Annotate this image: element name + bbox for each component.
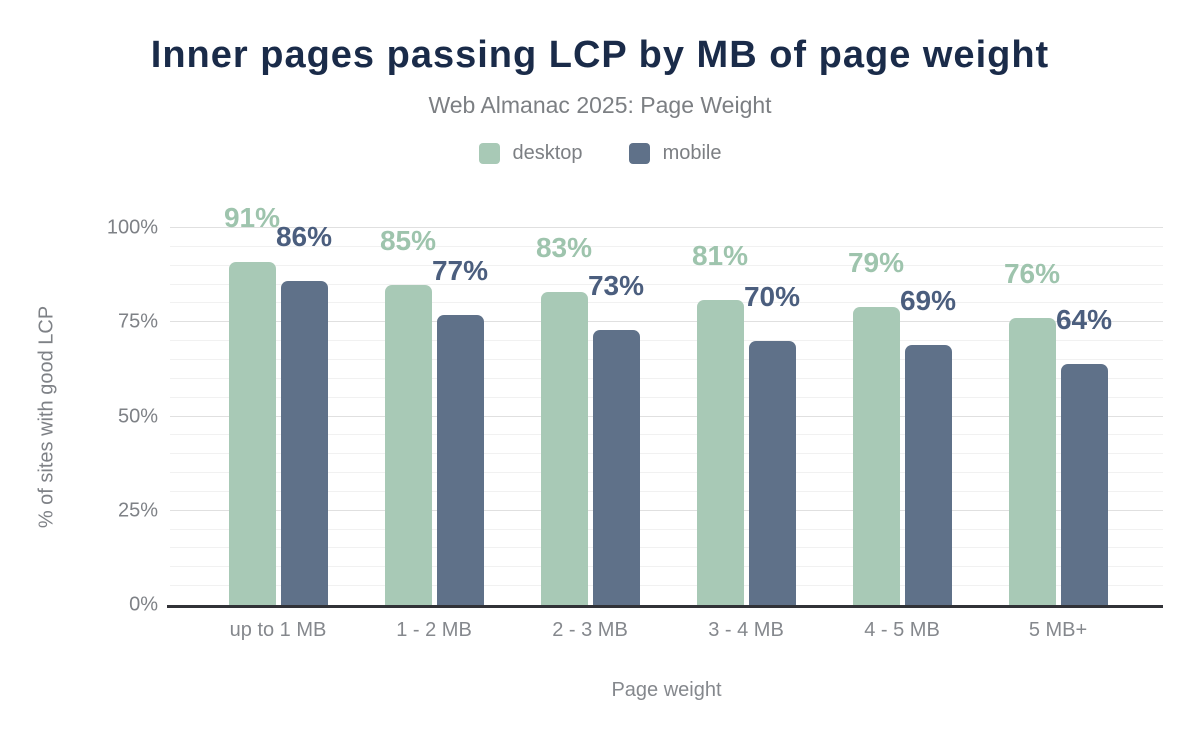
bar-group: 85% 77% bbox=[356, 226, 512, 605]
bar-group: 83% 73% bbox=[512, 228, 668, 605]
x-tick-label: 1 - 2 MB bbox=[396, 619, 472, 641]
gridline bbox=[170, 283, 1163, 285]
chart-subtitle: Web Almanac 2025: Page Weight bbox=[428, 92, 772, 118]
gridline bbox=[170, 547, 1163, 549]
x-tick-label: 3 - 4 MB bbox=[708, 619, 784, 641]
bar-desktop[interactable]: 83% bbox=[536, 234, 592, 605]
x-axis-line bbox=[167, 605, 1163, 608]
gridline bbox=[170, 227, 1163, 228]
bar-group: 79% 69% bbox=[824, 228, 980, 605]
y-tick-label: 75% bbox=[117, 310, 158, 333]
x-tick-labels: up to 1 MB 1 - 2 MB 2 - 3 MB 3 - 4 MB 4 - 5 … bbox=[200, 619, 1136, 642]
bar-desktop[interactable]: 76% bbox=[1004, 260, 1060, 605]
bar-desktop[interactable]: 85% bbox=[380, 226, 436, 605]
x-axis-title: Page weight bbox=[611, 679, 722, 701]
bar-value-label-desktop: 79% bbox=[847, 247, 905, 279]
bar-value-label-desktop: 76% bbox=[1003, 258, 1061, 290]
y-tick-label: 50% bbox=[117, 405, 158, 427]
gridline bbox=[170, 528, 1163, 530]
chart-title: Inner pages passing LCP by MB of page we… bbox=[150, 34, 1050, 76]
legend-label: desktop bbox=[512, 142, 583, 164]
bar-desktop[interactable]: 81% bbox=[692, 241, 748, 605]
x-tick-label: 5 MB+ bbox=[1028, 619, 1088, 641]
bar-value-label-desktop: 85% bbox=[379, 224, 437, 256]
gridline bbox=[170, 245, 1163, 247]
gridline bbox=[170, 340, 1163, 342]
gridline bbox=[170, 396, 1163, 398]
gridline bbox=[170, 302, 1163, 304]
bar-mobile[interactable]: 69% bbox=[900, 286, 956, 605]
gridline bbox=[170, 415, 1163, 417]
bar-value-label-mobile: 73% bbox=[587, 269, 645, 301]
bar-value-label-mobile: 70% bbox=[743, 281, 801, 313]
bar-desktop[interactable]: 79% bbox=[848, 249, 904, 605]
bar-mobile[interactable]: 86% bbox=[276, 222, 332, 605]
y-tick-label: 0% bbox=[129, 593, 158, 616]
bar-group: 81% 70% bbox=[668, 228, 824, 605]
legend-item-desktop[interactable]: desktop bbox=[478, 142, 583, 165]
x-tick-label: 2 - 3 MB bbox=[552, 619, 628, 641]
gridline bbox=[170, 453, 1163, 455]
x-tick-label: up to 1 MB bbox=[229, 619, 327, 641]
gridline bbox=[170, 509, 1163, 511]
bar-mobile[interactable]: 70% bbox=[744, 283, 800, 605]
bar-mobile[interactable]: 73% bbox=[588, 271, 644, 605]
bars-row: 91% 86% 85% 77% 83% 73% 81% 70% 79% 69% 76% 64% bbox=[200, 203, 1136, 605]
bar-value-label-desktop: 81% bbox=[691, 239, 749, 271]
bar-mobile[interactable]: 77% bbox=[432, 256, 488, 605]
bar-desktop[interactable]: 91% bbox=[224, 203, 280, 605]
bar-value-label-mobile: 86% bbox=[275, 220, 333, 252]
y-tick-label: 100% bbox=[106, 216, 158, 239]
bar-value-label-mobile: 69% bbox=[899, 284, 957, 316]
legend-label: mobile bbox=[662, 142, 722, 164]
gridline bbox=[170, 566, 1163, 568]
gridline bbox=[170, 472, 1163, 474]
y-tick-label: 25% bbox=[117, 499, 158, 522]
gridline bbox=[170, 264, 1163, 266]
x-tick-label: 4 - 5 MB bbox=[864, 619, 940, 641]
gridline bbox=[170, 434, 1163, 436]
gridline bbox=[170, 377, 1163, 379]
bar-value-label-mobile: 77% bbox=[431, 254, 489, 286]
gridline bbox=[170, 490, 1163, 492]
plot-area: 91% 86% 85% 77% 83% 73% 81% 70% 79% 69% 76% 64% 0% 2… bbox=[107, 203, 1163, 641]
gridline bbox=[170, 358, 1163, 360]
bar-value-label-desktop: 83% bbox=[535, 232, 593, 264]
bar-group: 76% 64% bbox=[980, 228, 1136, 605]
mobile-legend-swatch bbox=[628, 143, 650, 164]
legend: desktop mobile bbox=[0, 142, 1200, 165]
bar-value-label-desktop: 91% bbox=[223, 201, 281, 233]
gridline bbox=[170, 585, 1163, 587]
bar-value-label-mobile: 64% bbox=[1055, 303, 1113, 335]
gridline bbox=[170, 321, 1163, 323]
bar-group: 91% 86% bbox=[200, 203, 356, 605]
y-axis-title: % of sites with good LCP bbox=[35, 305, 58, 529]
desktop-legend-swatch bbox=[478, 143, 500, 164]
bar-mobile[interactable]: 64% bbox=[1056, 305, 1112, 605]
legend-item-mobile[interactable]: mobile bbox=[628, 142, 722, 165]
